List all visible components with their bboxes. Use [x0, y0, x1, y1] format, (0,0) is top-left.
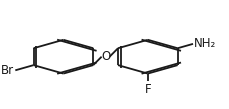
Text: O: O	[101, 50, 110, 63]
Text: F: F	[144, 83, 150, 96]
Text: Br: Br	[1, 64, 14, 77]
Text: NH₂: NH₂	[193, 37, 215, 50]
